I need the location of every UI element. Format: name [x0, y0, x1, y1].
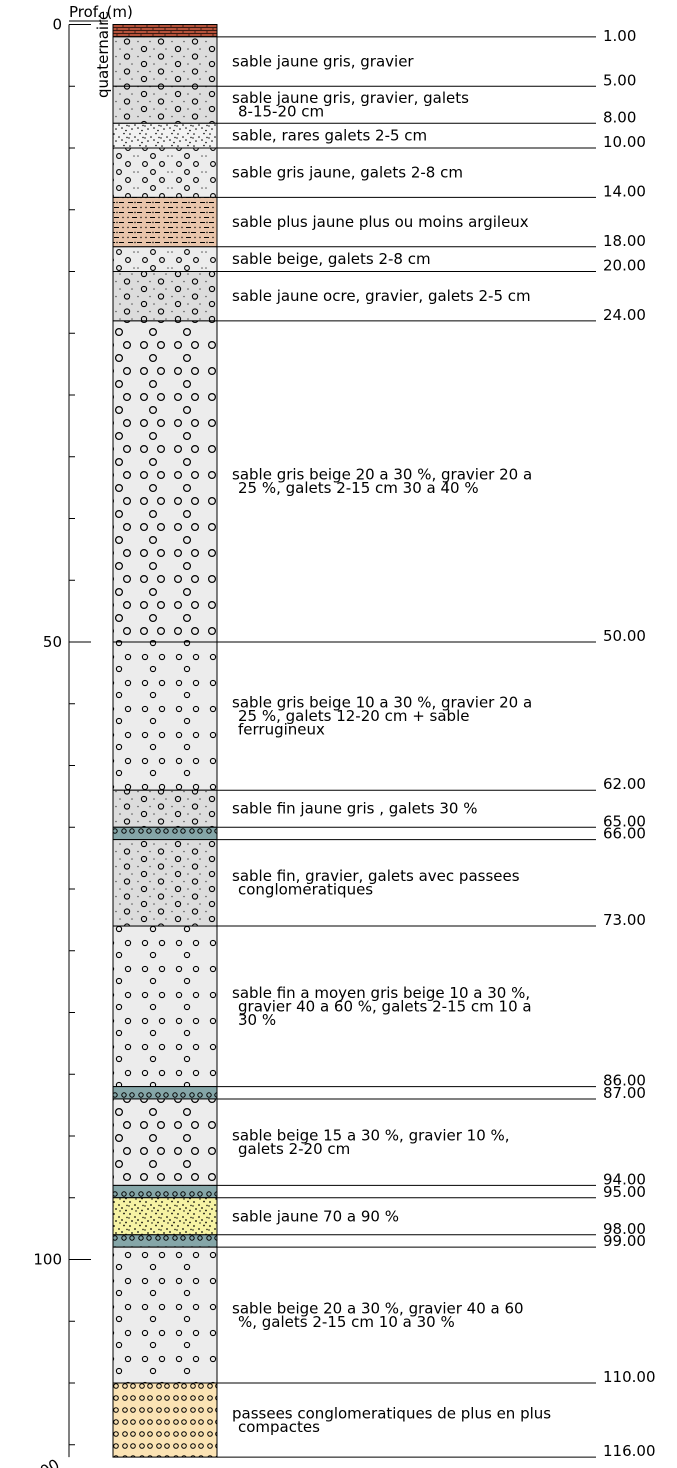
layer-description: sable gris jaune, galets 2-8 cm — [232, 164, 463, 182]
layer-description: sable fin jaune gris , galets 30 % — [232, 800, 477, 818]
layer-descriptions: sable jaune gris, gravier sable jaune gri… — [232, 53, 551, 1436]
layer-description: sable jaune 70 a 90 % — [232, 1207, 399, 1225]
tick-label-cut: 00 — [37, 1455, 63, 1468]
depth-label: 62.00 — [603, 775, 646, 793]
layer-description: sable fin, gravier, galets avec passees c… — [232, 867, 520, 899]
depth-label: 99.00 — [603, 1232, 646, 1250]
depth-label: 98.00 — [603, 1220, 646, 1238]
layer-pebbles_sm — [112, 925, 218, 1088]
depth-label: 10.00 — [603, 133, 646, 151]
layers — [112, 24, 596, 1458]
tick-label: 50 — [43, 633, 62, 651]
layer-teal — [112, 1234, 218, 1248]
layer-gravel — [112, 85, 218, 124]
layer-yellow_sand — [112, 1197, 218, 1236]
tick-label: 100 — [33, 1251, 62, 1269]
depth-label: 50.00 — [603, 627, 646, 645]
layer-description: sable gris beige 20 a 30 %, gravier 20 a… — [232, 466, 532, 498]
layer-pebbles_sm — [112, 641, 218, 791]
layer-description: sable, rares galets 2-5 cm — [232, 127, 427, 145]
layer-pebbles — [112, 1098, 218, 1186]
layer-gravel — [112, 271, 218, 322]
depth-label: 86.00 — [603, 1072, 646, 1090]
layer-gravel — [112, 789, 218, 828]
depth-label: 14.00 — [603, 182, 646, 200]
layer-pebbles_lt — [112, 147, 218, 198]
depth-label: 65.00 — [603, 812, 646, 830]
depth-label: 5.00 — [603, 71, 636, 89]
layer-teal — [112, 826, 218, 841]
layer-description: passees conglomeratiques de plus en plus… — [232, 1404, 551, 1436]
depth-axis: 0 50 100 00 — [33, 16, 91, 1468]
layer-description: sable jaune ocre, gravier, galets 2-5 cm — [232, 287, 531, 305]
depth-label: 1.00 — [603, 27, 636, 45]
layer-description: sable plus jaune plus ou moins argileux — [232, 213, 529, 231]
layer-description: sable fin a moyen gris beige 10 a 30 %, g… — [232, 984, 532, 1029]
tick-label: 0 — [52, 16, 62, 34]
layer-description: sable beige 15 a 30 %, gravier 10 %, gale… — [232, 1126, 510, 1158]
layer-description: sable gris beige 10 a 30 %, gravier 20 a… — [232, 694, 532, 739]
layer-gravel — [112, 839, 218, 927]
depth-label: 87.00 — [603, 1084, 646, 1102]
depth-label: 116.00 — [603, 1442, 656, 1460]
layer-conglom — [112, 1382, 218, 1458]
layer-pebbles_lt — [112, 246, 218, 273]
depth-label: 94.00 — [603, 1170, 646, 1188]
layer-description: sable jaune gris, gravier — [232, 53, 414, 71]
depth-label: 110.00 — [603, 1368, 656, 1386]
depth-labels: 1.00 5.00 8.00 10.00 14.00 18.00 20.00 24.00 50.… — [603, 27, 656, 1460]
layer-description: sable jaune gris, gravier, galets 8-15-20… — [232, 89, 469, 121]
depth-label: 73.00 — [603, 911, 646, 929]
layer-pebbles_sm — [112, 1246, 218, 1384]
depth-label: 66.00 — [603, 825, 646, 843]
layer-teal — [112, 1086, 218, 1100]
layer-brick — [112, 24, 218, 38]
layer-gravel — [112, 36, 218, 87]
depth-label: 18.00 — [603, 232, 646, 250]
layer-description: sable beige, galets 2-8 cm — [232, 250, 431, 268]
layer-description: sable beige 20 a 30 %, gravier 40 a 60%,… — [232, 1299, 524, 1331]
depth-label: 8.00 — [603, 108, 636, 126]
stratigraphy-label: quaternaire — [94, 11, 112, 98]
layer-teal — [112, 1184, 218, 1199]
layer-pebbles — [112, 320, 218, 643]
layer-clay_sand — [112, 196, 218, 248]
depth-axis-title: Prof. (m) — [69, 3, 133, 21]
depth-label: 95.00 — [603, 1183, 646, 1201]
depth-label: 20.00 — [603, 257, 646, 275]
layer-sand — [112, 122, 218, 149]
depth-label: 24.00 — [603, 306, 646, 324]
